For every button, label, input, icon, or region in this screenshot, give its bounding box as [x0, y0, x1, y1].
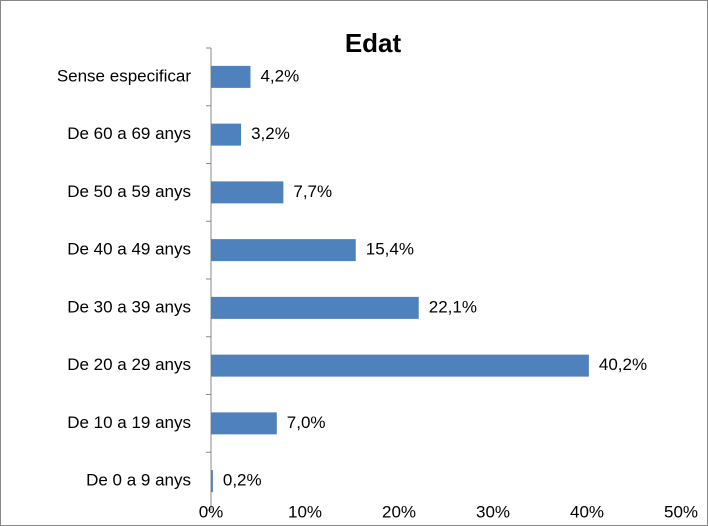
x-tick-label: 40%: [570, 502, 604, 521]
value-label: 0,2%: [223, 471, 262, 490]
bar: [211, 65, 251, 88]
y-tick-label: Sense especificar: [57, 66, 192, 85]
y-tick-label: De 60 a 69 anys: [67, 124, 191, 143]
chart-title: Edat: [345, 28, 402, 58]
x-tick-label: 30%: [476, 502, 510, 521]
bar: [211, 123, 242, 146]
bar: [211, 412, 277, 435]
x-tick-label: 20%: [382, 502, 416, 521]
bar: [211, 239, 356, 262]
value-label: 3,2%: [251, 124, 290, 143]
bar: [211, 181, 284, 204]
value-label: 15,4%: [366, 240, 414, 259]
value-label: 22,1%: [429, 297, 477, 316]
y-tick-label: De 40 a 49 anys: [67, 240, 191, 259]
x-tick-label: 10%: [288, 502, 322, 521]
y-tick-label: De 50 a 59 anys: [67, 182, 191, 201]
y-tick-label: De 10 a 19 anys: [67, 413, 191, 432]
y-tick-label: De 20 a 29 anys: [67, 355, 191, 374]
bar: [211, 296, 419, 319]
value-label: 4,2%: [260, 66, 299, 85]
y-tick-label: De 30 a 39 anys: [67, 297, 191, 316]
y-tick-label: De 0 a 9 anys: [86, 471, 191, 490]
x-tick-label: 0%: [199, 502, 224, 521]
x-tick-label: 50%: [664, 502, 698, 521]
bar: [211, 354, 589, 377]
value-label: 40,2%: [599, 355, 647, 374]
bar: [211, 470, 213, 493]
value-label: 7,7%: [293, 182, 332, 201]
value-label: 7,0%: [287, 413, 326, 432]
